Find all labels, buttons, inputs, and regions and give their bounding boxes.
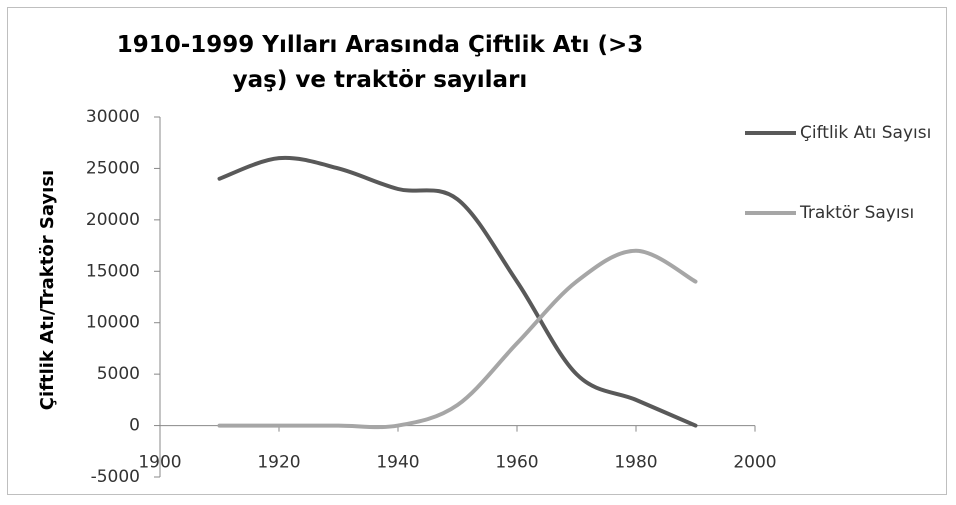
x-tick-label: 1920 bbox=[257, 453, 300, 473]
y-tick-label: 15000 bbox=[86, 261, 140, 281]
y-tick-label: 10000 bbox=[86, 313, 140, 333]
y-tick-label: 25000 bbox=[86, 158, 140, 178]
legend-label: Traktör Sayısı bbox=[800, 203, 915, 223]
x-tick-label: 1960 bbox=[495, 453, 538, 473]
chart-title: 1910-1999 Yılları Arasında Çiftlik Atı (… bbox=[116, 32, 644, 93]
y-tick-label: -5000 bbox=[91, 467, 140, 487]
y-tick-label: 0 bbox=[129, 416, 140, 436]
x-tick-label: 1980 bbox=[614, 453, 657, 473]
x-tick-label: 1900 bbox=[138, 453, 181, 473]
y-axis-label: Çiftlik Atı/Traktör Sayısı bbox=[37, 170, 58, 410]
series-line bbox=[217, 155, 698, 428]
y-tick-label: 30000 bbox=[86, 107, 140, 127]
y-tick-label: 20000 bbox=[86, 210, 140, 230]
x-tick-label: 1940 bbox=[376, 453, 419, 473]
y-tick-label: 5000 bbox=[97, 364, 140, 384]
x-tick-label: 2000 bbox=[733, 453, 776, 473]
legend-label: Çiftlik Atı Sayısı bbox=[800, 123, 932, 143]
chart-frame bbox=[7, 7, 947, 495]
series-line bbox=[217, 248, 698, 430]
